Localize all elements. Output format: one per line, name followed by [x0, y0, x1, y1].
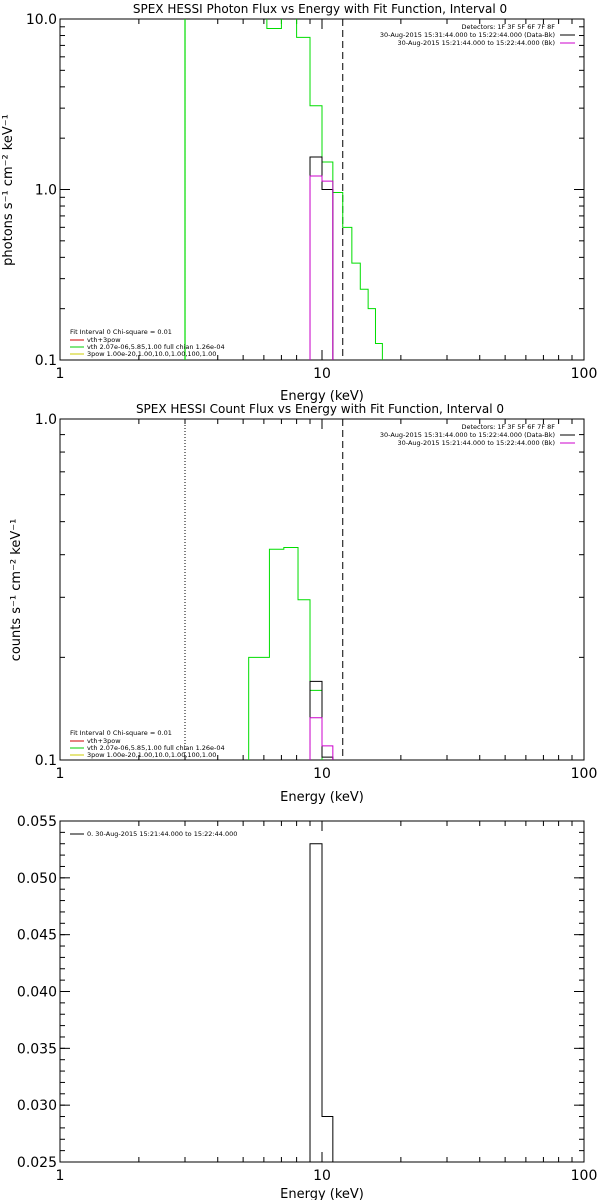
fit-legend-line: Fit Interval 0 Chi-square = 0.01	[70, 729, 172, 737]
x-tick-label: 1	[56, 366, 65, 382]
count-flux-xlabel: Energy (keV)	[280, 790, 364, 805]
photon-flux-ylabel: photons s⁻¹ cm⁻² keV⁻¹	[1, 114, 16, 266]
series-histogram	[184, 19, 383, 360]
series-histogram	[309, 843, 334, 1162]
y-tick-label: 0.1	[35, 353, 57, 369]
x-tick-label: 100	[571, 1168, 598, 1184]
count-flux-ticks: 1 10 100 0.1 1.0	[35, 412, 598, 782]
x-tick-label: 10	[313, 766, 331, 782]
spectrum-ticks: 1 10 100 0.025 0.030 0.035 0.040 0.045 0.050 0.05…	[17, 814, 597, 1184]
count-flux-series	[248, 546, 334, 760]
fit-legend-line: 3pow 1.00e-20,1.00,10.0,1.00,100,1.00	[87, 751, 216, 759]
y-tick-label: 0.050	[17, 871, 57, 887]
x-tick-label: 100	[571, 366, 598, 382]
series-histogram	[309, 156, 334, 360]
fit-legend-line: vth 2.07e-06,5.85,1.00 full chian 1.26e-…	[87, 343, 225, 351]
spectrum-xlabel: Energy (keV)	[280, 1187, 364, 1200]
x-tick-label: 1	[56, 1168, 65, 1184]
fit-legend-line: vth+3pow	[87, 336, 121, 344]
y-tick-label: 1.0	[35, 412, 57, 428]
spectrum-legend: 0. 30-Aug-2015 15:21:44.000 to 15:22:44.…	[70, 830, 237, 838]
count-flux-ylabel: counts s⁻¹ cm⁻² keV⁻¹	[9, 519, 24, 662]
y-tick-label: 0.035	[17, 1041, 57, 1057]
count-flux-info: Detectors: 1F 3F 5F 6F 7F 8F 30-Aug-2015…	[380, 423, 575, 447]
spectrum-series	[309, 843, 334, 1162]
fit-legend-line: vth+3pow	[87, 737, 121, 745]
photon-flux-panel: SPEX HESSI Photon Flux vs Energy with Fi…	[1, 2, 598, 404]
fit-legend-line: vth 2.07e-06,5.85,1.00 full chian 1.26e-…	[87, 744, 225, 752]
series-histogram	[309, 175, 334, 360]
count-flux-fit-legend: Fit Interval 0 Chi-square = 0.01 vth+3po…	[70, 729, 225, 759]
count-flux-panel: SPEX HESSI Count Flux vs Energy with Fit…	[9, 402, 597, 805]
y-tick-label: 0.030	[17, 1098, 57, 1114]
series-histogram	[309, 717, 334, 760]
fit-legend-line: 3pow 1.00e-20,1.00,10.0,1.00,100,1.00	[87, 350, 216, 358]
photon-flux-series	[184, 19, 383, 360]
photon-flux-info: Detectors: 1F 3F 5F 6F 7F 8F 30-Aug-2015…	[380, 23, 575, 47]
x-tick-label: 1	[56, 766, 65, 782]
y-tick-label: 0.040	[17, 985, 57, 1001]
y-tick-label: 10.0	[26, 12, 57, 28]
y-tick-label: 0.045	[17, 928, 57, 944]
photon-flux-info-line: 30-Aug-2015 15:21:44.000 to 15:22:44.000…	[398, 39, 555, 47]
y-tick-label: 0.055	[17, 814, 57, 830]
x-tick-label: 100	[571, 766, 598, 782]
y-tick-label: 1.0	[35, 183, 57, 199]
x-tick-label: 10	[313, 366, 331, 382]
y-tick-label: 0.1	[35, 753, 57, 769]
photon-flux-info-line: Detectors: 1F 3F 5F 6F 7F 8F	[461, 23, 555, 31]
spectrum-panel: Energy (keV) 1 10 100 0.025 0.030 0.035 0.040 0…	[17, 814, 597, 1200]
photon-flux-xlabel: Energy (keV)	[280, 389, 364, 404]
x-tick-label: 10	[313, 1168, 331, 1184]
photon-flux-title: SPEX HESSI Photon Flux vs Energy with Fi…	[133, 2, 507, 16]
y-tick-label: 0.025	[17, 1155, 57, 1171]
photon-flux-ticks: 1 10 100 0.1 1.0 10.0	[26, 12, 598, 382]
count-flux-title: SPEX HESSI Count Flux vs Energy with Fit…	[136, 402, 504, 416]
fit-legend-line: Fit Interval 0 Chi-square = 0.01	[70, 328, 172, 336]
photon-flux-info-line: 30-Aug-2015 15:31:44.000 to 15:22:44.000…	[380, 31, 555, 39]
photon-flux-fit-legend: Fit Interval 0 Chi-square = 0.01 vth+3po…	[70, 328, 225, 358]
count-flux-info-line: 30-Aug-2015 15:31:44.000 to 15:22:44.000…	[380, 431, 555, 439]
photon-flux-vlines	[184, 19, 344, 360]
count-flux-info-line: Detectors: 1F 3F 5F 6F 7F 8F	[461, 423, 555, 431]
spectrum-legend-text: 0. 30-Aug-2015 15:21:44.000 to 15:22:44.…	[87, 830, 237, 838]
count-flux-info-line: 30-Aug-2015 15:21:44.000 to 15:22:44.000…	[398, 439, 555, 447]
series-histogram	[248, 546, 323, 760]
count-flux-vlines	[184, 419, 344, 760]
